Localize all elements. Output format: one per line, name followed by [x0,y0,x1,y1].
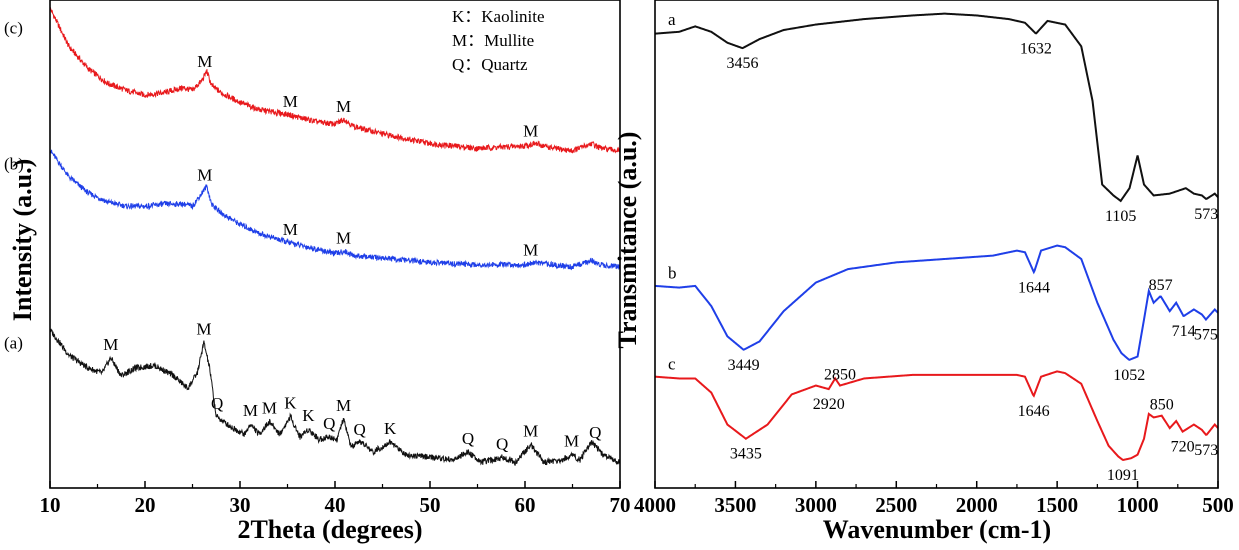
ftir-band-label: 3456 [727,55,759,72]
xrd-peak-label: M [336,396,351,415]
xrd-peak-label: M [523,422,538,441]
ftir-x-axis-title: Wavenumber (cm-1) [823,515,1051,544]
xrd-peak-label: Q [496,434,508,453]
ftir-band-label: 714 [1172,323,1196,340]
ftir-band-label: 2920 [813,396,845,413]
xrd-tick-label: 70 [610,493,631,517]
xrd-peak-label: K [302,406,315,425]
xrd-plot-area: (c)MM MM(b)MM MM(a) MMQ M M KK QMQ KQ QMM Q [4,7,621,466]
xrd-peak-label: Q [589,423,601,442]
xrd-series-line-1 [49,149,621,271]
xrd-peak-label: K [284,393,297,412]
xrd-peak-label: K [384,419,397,438]
ftir-tick-label: 3000 [795,493,837,517]
legend-mullite: M：Mullite [452,31,534,50]
xrd-y-axis-title: Intensity (a.u.) [8,159,37,322]
xrd-tick-label: 20 [135,493,156,517]
xrd-peak-label: Q [462,429,474,448]
ftir-band-label: 3435 [730,446,762,463]
xrd-peak-label: M [336,97,351,116]
ftir-band-label: 573 [1194,442,1218,459]
ftir-band-label: 3449 [728,357,760,374]
xrd-peak-label: M [197,166,212,185]
xrd-x-axis-title: 2Theta (degrees) [237,515,422,544]
xrd-x-ticks: 10 20 30 40 50 60 70 [40,481,631,517]
ftir-series-line-0 [654,12,1219,203]
ftir-tick-label: 2500 [875,493,917,517]
xrd-peak-label: M [262,399,277,418]
ftir-band-label: 1632 [1020,41,1052,58]
xrd-peak-label: M [283,92,298,111]
xrd-peak-label: Q [211,394,223,413]
ftir-y-axis-title: Transmitance (a.u.) [613,132,642,349]
xrd-series-label: (a) [4,334,23,353]
ftir-series-label: b [668,263,677,282]
xrd-panel: (c)MM MM(b)MM MM(a) MMQ M M KK QMQ KQ QMM Q 10 20 30… [4,0,631,544]
xrd-tick-label: 60 [515,493,536,517]
ftir-tick-label: 3500 [714,493,756,517]
xrd-peak-label: Q [323,414,335,433]
ftir-band-label: 1052 [1113,367,1145,384]
xrd-series-line-0 [49,7,621,154]
xrd-peak-label: M [523,240,538,259]
ftir-series-label: c [668,354,676,373]
xrd-peak-label: M [103,335,118,354]
ftir-band-label: 1646 [1018,403,1050,420]
xrd-peak-label: M [336,228,351,247]
xrd-peak-label: M [564,432,579,451]
xrd-series-label: (b) [4,155,24,174]
xrd-peak-label: M [283,220,298,239]
ftir-tick-label: 1000 [1117,493,1159,517]
ftir-tick-label: 2000 [956,493,998,517]
legend-quartz: Q：Quartz [452,55,528,74]
ftir-band-label: 720 [1171,439,1195,456]
ftir-band-label: 1644 [1018,279,1050,296]
xrd-peak-label: Q [354,420,366,439]
xrd-peak-label: M [196,320,211,339]
ftir-band-label: 1091 [1107,467,1139,484]
ftir-series-label: a [668,10,676,29]
ftir-tick-label: 1500 [1036,493,1078,517]
ftir-series-line-1 [654,244,1219,361]
ftir-x-ticks: 4000 3500 3000 2500 2000 1500 1000 500 [634,481,1234,517]
xrd-series-label: (c) [4,18,23,37]
xrd-tick-label: 10 [40,493,61,517]
xrd-tick-label: 50 [420,493,441,517]
xrd-legend: K：Kaolinite M：Mullite Q：Quartz [452,7,545,74]
legend-kaolinite: K：Kaolinite [452,7,545,26]
ftir-band-label: 1105 [1105,208,1136,225]
ftir-tick-label: 4000 [634,493,676,517]
ftir-tick-label: 500 [1202,493,1234,517]
xrd-peak-label: M [197,52,212,71]
xrd-tick-label: 30 [230,493,251,517]
ftir-series-line-2 [654,370,1219,462]
ftir-band-label: 2850 [824,367,856,384]
xrd-peak-label: M [523,121,538,140]
ftir-plot-frame [654,0,1219,489]
ftir-band-label: 857 [1149,277,1173,294]
ftir-band-label: 850 [1150,397,1174,414]
xrd-series-line-2 [49,328,621,466]
xrd-tick-label: 40 [325,493,346,517]
xrd-peak-label: M [243,401,258,420]
ftir-band-label: 573 [1194,206,1218,223]
ftir-band-label: 575 [1194,327,1218,344]
